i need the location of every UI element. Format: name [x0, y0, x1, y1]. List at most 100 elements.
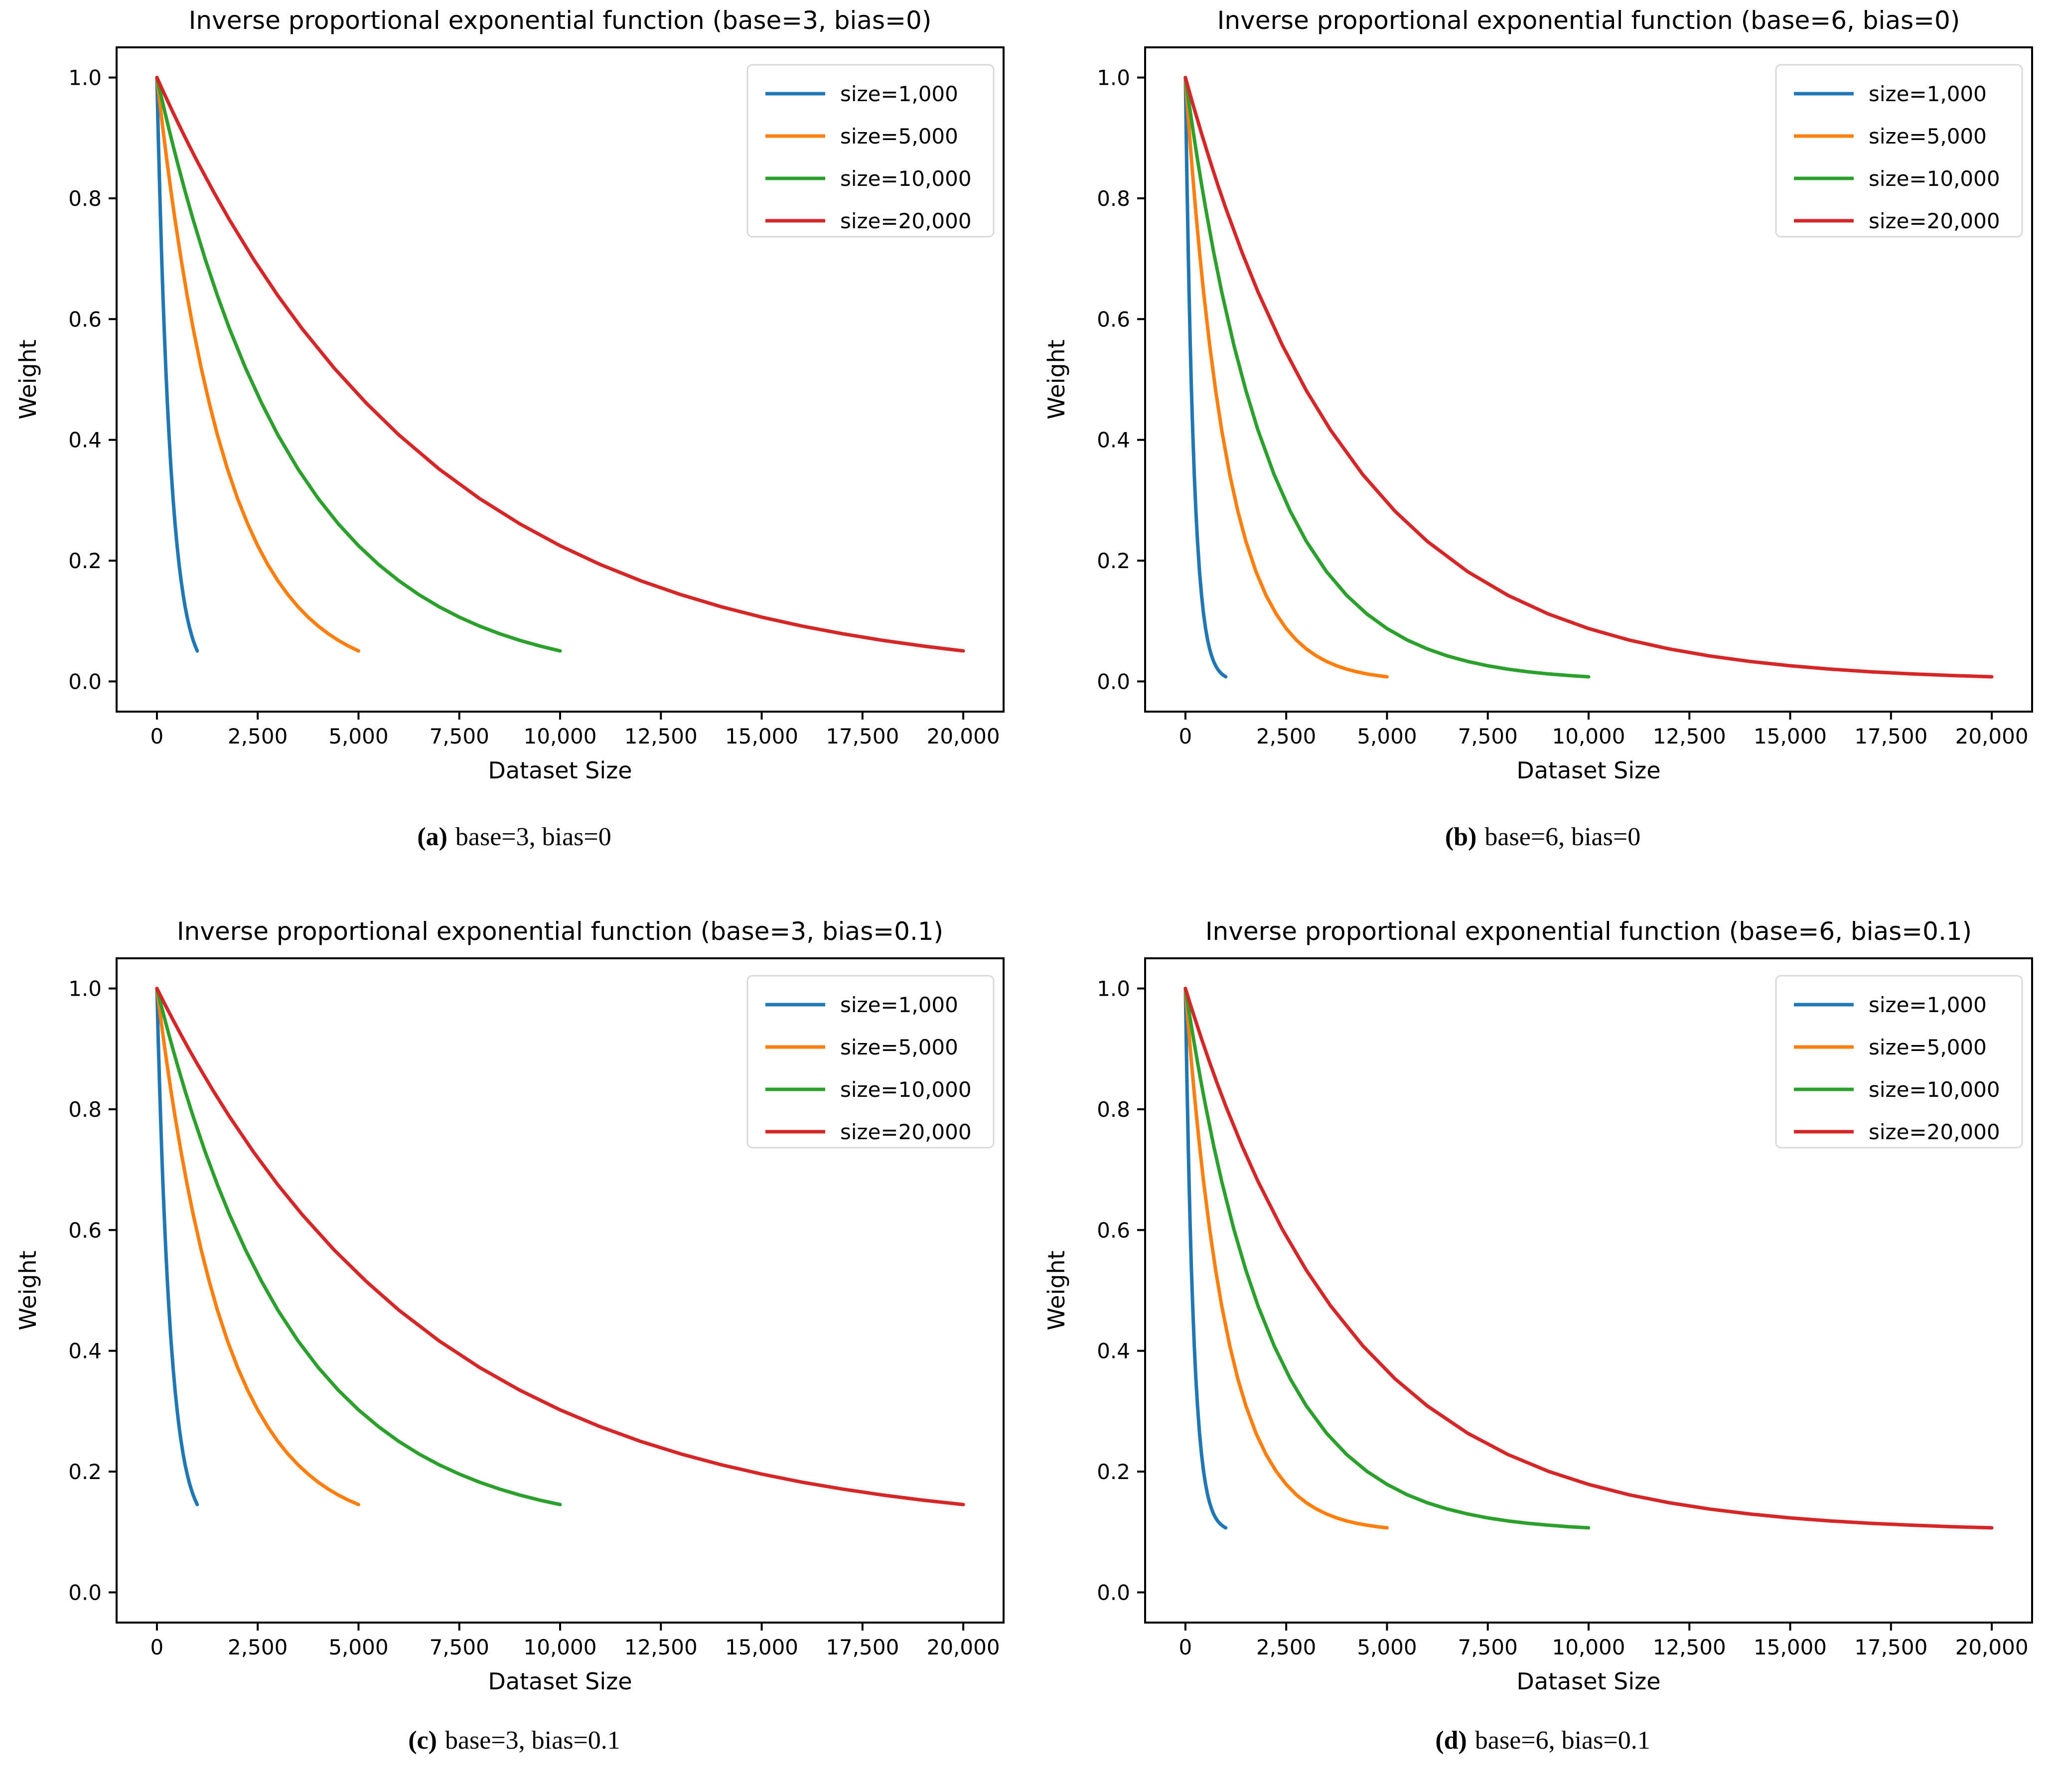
- caption-b: (b) base=6, bias=0: [1445, 797, 1640, 896]
- y-tick-label: 0.0: [1097, 669, 1130, 694]
- x-tick-label: 10,000: [524, 1635, 597, 1659]
- legend-label-10000: size=10,000: [1869, 166, 2000, 191]
- legend-label-5000: size=5,000: [1869, 124, 1987, 149]
- x-tick-label: 0: [150, 724, 164, 748]
- x-axis-label: Dataset Size: [1516, 1668, 1660, 1695]
- x-tick-label: 12,500: [1653, 1635, 1726, 1659]
- panel-a: Inverse proportional exponential functio…: [0, 0, 1028, 896]
- chart-d: Inverse proportional exponential functio…: [1043, 917, 2033, 1695]
- y-tick-label: 1.0: [1097, 977, 1130, 1001]
- caption-b-label: (b): [1445, 822, 1477, 851]
- series-line-5000: [155, 76, 360, 653]
- y-tick-label: 0.2: [1097, 549, 1130, 573]
- y-tick-label: 0.8: [1097, 186, 1130, 211]
- x-tick-label: 20,000: [927, 724, 1000, 748]
- series-line-20000: [1183, 987, 1994, 1530]
- x-tick-label: 10,000: [1552, 1635, 1625, 1659]
- legend-box: [1775, 975, 2023, 1149]
- x-tick-label: 2,500: [1256, 1635, 1316, 1659]
- series-line-1000: [1183, 987, 1228, 1530]
- x-tick-label: 17,500: [1854, 1635, 1927, 1659]
- y-axis-label: Weight: [14, 1250, 41, 1330]
- chart-title: Inverse proportional exponential functio…: [189, 6, 932, 35]
- y-tick-label: 0.4: [1097, 428, 1130, 452]
- x-tick-label: 2,500: [228, 1635, 288, 1659]
- chart-b: Inverse proportional exponential functio…: [1043, 6, 2033, 784]
- x-tick-label: 5,000: [1357, 724, 1417, 748]
- y-tick-label: 0.0: [68, 1580, 102, 1605]
- series-line-20000: [1183, 76, 1994, 679]
- x-tick-label: 15,000: [725, 1635, 798, 1659]
- x-tick-label: 15,000: [725, 724, 798, 748]
- series-line-10000: [1183, 987, 1591, 1530]
- x-axis-label: Dataset Size: [488, 757, 632, 784]
- caption-a-label: (a): [417, 822, 447, 851]
- y-tick-label: 0.4: [68, 428, 102, 452]
- chart-a: Inverse proportional exponential functio…: [14, 6, 1005, 784]
- x-tick-label: 7,500: [430, 724, 489, 748]
- y-tick-label: 0.6: [68, 1218, 102, 1242]
- x-tick-label: 17,500: [826, 1635, 899, 1659]
- chart-title: Inverse proportional exponential functio…: [1205, 917, 1972, 946]
- y-tick-label: 0.0: [68, 669, 102, 694]
- caption-c-label: (c): [408, 1726, 437, 1755]
- legend-label-20000: size=20,000: [1869, 209, 2000, 233]
- x-tick-label: 20,000: [1955, 1635, 2029, 1659]
- legend-label-1000: size=1,000: [840, 82, 958, 106]
- x-tick-label: 15,000: [1754, 1635, 1827, 1659]
- x-axis-label: Dataset Size: [1516, 757, 1660, 784]
- y-tick-label: 0.2: [68, 1460, 102, 1484]
- y-tick-label: 0.6: [68, 307, 102, 331]
- x-tick-label: 10,000: [1552, 724, 1625, 748]
- caption-d-label: (d): [1435, 1726, 1467, 1755]
- legend-label-20000: size=20,000: [840, 209, 972, 233]
- series-line-10000: [155, 987, 562, 1506]
- caption-c-text: base=3, bias=0.1: [444, 1726, 620, 1755]
- y-tick-label: 0.2: [1097, 1460, 1130, 1484]
- x-tick-label: 2,500: [1256, 724, 1316, 748]
- y-tick-label: 0.8: [68, 186, 102, 211]
- series-line-20000: [155, 987, 965, 1506]
- x-axis-label: Dataset Size: [488, 1668, 632, 1695]
- series-line-5000: [1183, 76, 1389, 679]
- panel-c: Inverse proportional exponential functio…: [0, 896, 1028, 1792]
- y-tick-label: 0.0: [1097, 1580, 1130, 1605]
- caption-a-text: base=3, bias=0: [455, 822, 611, 851]
- y-axis-label: Weight: [1043, 339, 1070, 419]
- y-tick-label: 1.0: [68, 977, 102, 1001]
- x-tick-label: 0: [150, 1635, 164, 1659]
- x-tick-label: 2,500: [228, 724, 288, 748]
- y-tick-label: 0.6: [1097, 1218, 1130, 1242]
- series-line-1000: [1183, 76, 1228, 679]
- legend-label-20000: size=20,000: [1869, 1120, 2000, 1144]
- legend-label-10000: size=10,000: [1869, 1077, 2000, 1102]
- legend-box: [746, 64, 995, 238]
- x-tick-label: 0: [1179, 1635, 1192, 1659]
- series-line-10000: [1183, 76, 1591, 679]
- legend-label-20000: size=20,000: [840, 1120, 972, 1144]
- caption-d: (d) base=6, bias=0.1: [1435, 1708, 1650, 1792]
- y-tick-label: 0.4: [1097, 1339, 1130, 1363]
- series-line-5000: [155, 987, 360, 1506]
- caption-c: (c) base=3, bias=0.1: [408, 1708, 620, 1792]
- x-tick-label: 20,000: [1955, 724, 2029, 748]
- caption-b-text: base=6, bias=0: [1484, 822, 1641, 851]
- caption-a: (a) base=3, bias=0: [417, 797, 611, 896]
- caption-d-text: base=6, bias=0.1: [1474, 1726, 1650, 1755]
- x-tick-label: 12,500: [1653, 724, 1726, 748]
- x-tick-label: 5,000: [328, 1635, 388, 1659]
- legend-label-10000: size=10,000: [840, 1077, 972, 1102]
- legend-label-1000: size=1,000: [840, 993, 958, 1017]
- x-tick-label: 7,500: [430, 1635, 489, 1659]
- legend-box: [1775, 64, 2023, 238]
- x-tick-label: 17,500: [826, 724, 899, 748]
- x-tick-label: 7,500: [1458, 724, 1518, 748]
- x-tick-label: 5,000: [1357, 1635, 1417, 1659]
- legend-label-5000: size=5,000: [840, 1035, 958, 1059]
- x-tick-label: 5,000: [328, 724, 388, 748]
- legend-label-10000: size=10,000: [840, 166, 972, 191]
- series-line-1000: [155, 987, 199, 1506]
- x-tick-label: 0: [1179, 724, 1192, 748]
- chart-title: Inverse proportional exponential functio…: [177, 917, 943, 946]
- x-tick-label: 10,000: [524, 724, 597, 748]
